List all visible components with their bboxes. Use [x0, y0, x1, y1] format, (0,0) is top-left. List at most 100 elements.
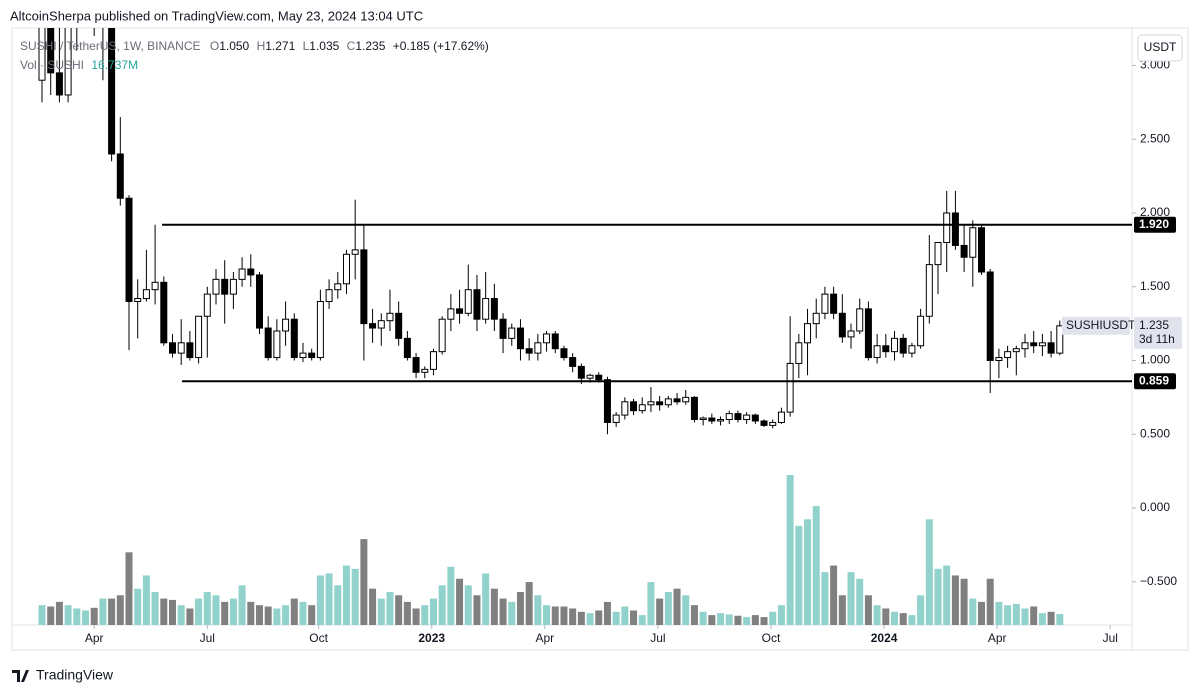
candle-body: [943, 212, 951, 243]
candle-body: [412, 357, 420, 373]
volume-bar: [490, 588, 498, 625]
candle-body: [212, 278, 220, 295]
legend-key: H: [257, 39, 266, 53]
volume-legend: Vol · SUSHI 16.737M: [20, 58, 138, 72]
chart-frame: [11, 27, 1189, 651]
candle-body: [864, 308, 872, 359]
volume-bar: [508, 601, 516, 625]
y-tick-label: 1.000: [1140, 353, 1170, 367]
legend-line: SUSHI / TetherUS, 1W, BINANCE O1.050 H1.…: [20, 39, 489, 53]
legend-key: C: [347, 39, 356, 53]
candle-body: [456, 308, 464, 314]
x-tick-label: Apr: [535, 631, 554, 645]
volume-bar: [995, 601, 1003, 625]
level-tag-label: 1.920: [1139, 217, 1169, 231]
candle-body: [838, 312, 846, 338]
candle-body: [1030, 342, 1038, 347]
volume-value: 16.737M: [91, 58, 138, 72]
volume-bar: [838, 595, 846, 625]
candle-body: [238, 268, 246, 280]
candle-body: [543, 333, 551, 344]
candle-body: [247, 268, 255, 276]
candle-body: [1038, 342, 1046, 347]
volume-bar: [151, 591, 159, 625]
candle-body: [299, 352, 307, 359]
volume-bar: [516, 591, 524, 625]
candle-body: [725, 413, 733, 421]
candle-body: [882, 345, 890, 353]
volume-bar: [99, 598, 107, 625]
legend-change: +0.185 (+17.62%): [393, 39, 489, 53]
volume-bar: [699, 611, 707, 625]
logo-mark: [12, 670, 29, 682]
x-tick-label: Oct: [762, 631, 781, 645]
candle-body: [873, 345, 881, 359]
candle-body: [656, 401, 664, 406]
volume-bar: [647, 582, 655, 625]
legend-value: 1.035: [309, 39, 339, 53]
volume-bar: [864, 595, 872, 625]
volume-bar: [577, 611, 585, 625]
volume-bar: [299, 601, 307, 625]
candle-body: [64, 28, 72, 96]
symbol-tag: [1062, 316, 1130, 335]
volume-bar: [255, 605, 263, 625]
volume-bar: [308, 605, 316, 625]
candle-body: [951, 212, 959, 246]
candle-body: [377, 320, 385, 329]
volume-bar: [369, 588, 377, 625]
y-tick-label: 1.500: [1140, 279, 1170, 293]
legend-value: 1.235: [355, 39, 385, 53]
candle-body: [647, 401, 655, 406]
level-tag: [1134, 216, 1176, 233]
volume-bar: [38, 605, 46, 625]
volume-bar: [160, 598, 168, 625]
axes: −0.5000.0000.5001.0001.5002.0002.5003.00…: [85, 58, 1182, 645]
candle-body: [908, 345, 916, 354]
candle-body: [804, 323, 812, 344]
volume-bar: [743, 617, 751, 625]
candle-body: [160, 281, 168, 344]
candle-body: [369, 323, 377, 329]
volume-bar: [717, 613, 725, 625]
volume-bar: [664, 591, 672, 625]
candle-body: [516, 327, 524, 350]
volume-bar: [464, 585, 472, 625]
volume-bar: [82, 610, 90, 625]
volume-bar: [203, 591, 211, 625]
volume-bar: [856, 578, 864, 625]
x-tick-label: Oct: [309, 631, 328, 645]
volume-bar: [108, 598, 116, 625]
logo-text: TradingView: [36, 667, 114, 683]
volume-bar: [917, 595, 925, 625]
volume-bar: [551, 606, 559, 625]
y-tick-label: −0.500: [1140, 574, 1177, 588]
candle-body: [699, 417, 707, 421]
volume-bar: [873, 605, 881, 625]
legend-value: 1.050: [219, 39, 249, 53]
volume-bar: [656, 598, 664, 625]
legend-key: O: [210, 39, 219, 53]
volume-bar: [1021, 608, 1029, 625]
volume-bar: [708, 615, 716, 625]
legend-value: 1.271: [265, 39, 295, 53]
candle-body: [125, 197, 133, 302]
candle-body: [638, 404, 646, 412]
volume-bar: [64, 605, 72, 625]
volume-bar: [429, 598, 437, 625]
candle-body: [108, 28, 116, 155]
volume-bar: [334, 585, 342, 625]
candle-body: [595, 374, 603, 381]
candle-body: [743, 414, 751, 421]
candle-body: [221, 278, 229, 295]
volume-bar: [177, 605, 185, 625]
candle-body: [55, 72, 63, 96]
candle-body: [395, 312, 403, 339]
candle-body: [116, 153, 124, 199]
candle-body: [255, 274, 263, 329]
x-tick-label: 2023: [418, 631, 445, 645]
currency-button-label[interactable]: USDT: [1144, 40, 1177, 54]
currency-button[interactable]: [1137, 34, 1183, 62]
volume-bar: [603, 601, 611, 625]
volume-bar: [1038, 613, 1046, 625]
